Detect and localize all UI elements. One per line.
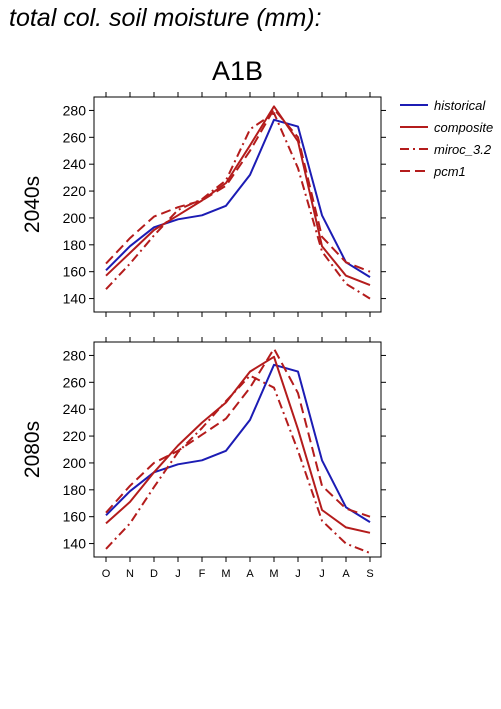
plot-frame <box>93 96 382 313</box>
row-label-2040s: 2040s <box>21 176 44 233</box>
x-tick-label: F <box>199 568 206 580</box>
row-label-2080s: 2080s <box>21 421 44 478</box>
y-tick-label: 260 <box>63 374 87 390</box>
x-tick-label: M <box>221 568 230 580</box>
y-tick-label: 180 <box>63 482 87 498</box>
series-line-historical <box>105 363 371 523</box>
series-line-pcm1 <box>105 347 371 518</box>
y-tick-label: 240 <box>63 156 87 172</box>
panel-2040s: 2040s 140 160 180 200 220 240 260 280 <box>21 92 386 317</box>
x-tick-label: M <box>269 568 278 580</box>
x-tick-label: D <box>150 568 158 580</box>
x-tick-label: J <box>175 568 181 580</box>
axes-2080s: 140 160 180 200 220 240 260 280 O N D J F M A M J J A S <box>63 337 386 580</box>
legend-label-pcm1: pcm1 <box>433 164 466 179</box>
x-tick-label: J <box>295 568 301 580</box>
series-line-miroc-3-2 <box>105 112 371 300</box>
y-tick-label: 220 <box>63 183 87 199</box>
legend-label-historical: historical <box>434 98 486 113</box>
axes-2040s: 140 160 180 200 220 240 260 280 <box>63 92 386 317</box>
x-tick-label: O <box>102 568 111 580</box>
series-line-pcm1 <box>105 108 371 273</box>
plot-frame <box>93 341 382 558</box>
x-tick-label: S <box>366 568 373 580</box>
y-tick-label: 160 <box>63 509 87 525</box>
y-tick-label: 280 <box>63 102 87 118</box>
y-tick-label: 280 <box>63 347 87 363</box>
y-tick-label: 220 <box>63 428 87 444</box>
series-line-historical <box>105 118 371 278</box>
series-lines-2040s <box>105 105 371 300</box>
series-lines-2080s <box>105 347 371 554</box>
series-line-composite <box>105 355 371 534</box>
scenario-title: A1B <box>212 56 263 86</box>
legend-label-miroc-3-2: miroc_3.2 <box>434 142 492 157</box>
x-tick-label: N <box>126 568 134 580</box>
y-tick-label: 200 <box>63 455 87 471</box>
panel-2080s: 2080s 140 160 180 200 220 240 260 280 O N D J F M A M J J… <box>21 337 386 580</box>
y-tick-label: 140 <box>63 536 87 552</box>
legend-label-composite: composite <box>434 120 493 135</box>
y-tick-label: 180 <box>63 237 87 253</box>
y-tick-label: 200 <box>63 210 87 226</box>
x-tick-label: A <box>342 568 350 580</box>
series-line-miroc-3-2 <box>105 374 371 554</box>
series-line-composite <box>105 105 371 287</box>
figure-title: total col. soil moisture (mm): <box>9 4 322 32</box>
y-tick-label: 260 <box>63 129 87 145</box>
y-tick-label: 140 <box>63 291 87 307</box>
y-tick-label: 160 <box>63 264 87 280</box>
x-tick-label: J <box>319 568 325 580</box>
y-tick-label: 240 <box>63 401 87 417</box>
legend: historical composite miroc_3.2 pcm1 <box>400 98 493 179</box>
x-tick-label: A <box>246 568 254 580</box>
